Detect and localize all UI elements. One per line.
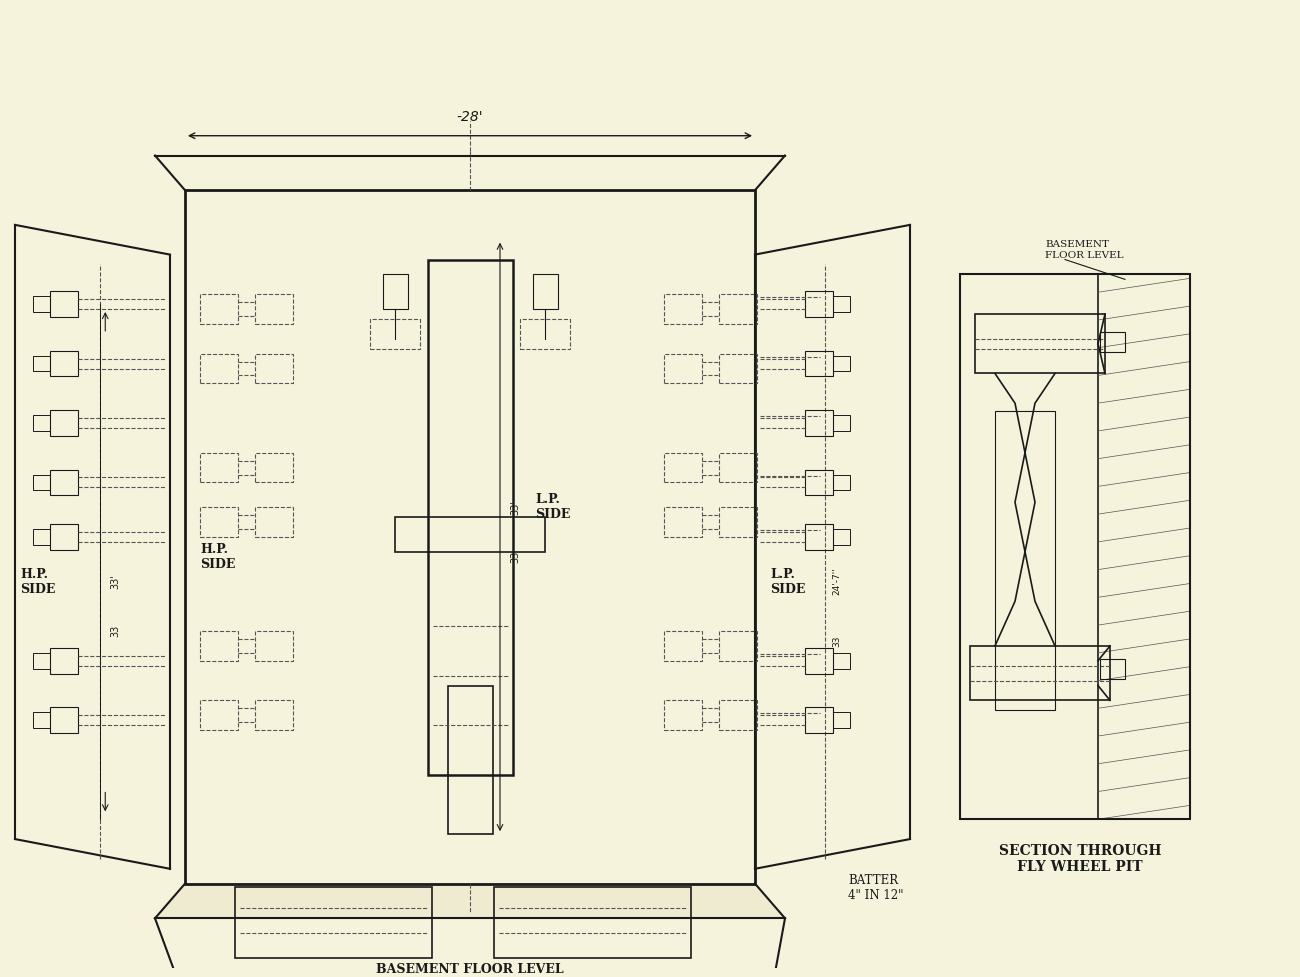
Bar bbox=[664, 631, 702, 660]
Bar bbox=[833, 475, 850, 490]
Bar bbox=[370, 319, 420, 349]
Text: 24'-7'': 24'-7'' bbox=[833, 568, 842, 595]
Text: SECTION THROUGH
FLY WHEEL PIT: SECTION THROUGH FLY WHEEL PIT bbox=[998, 844, 1161, 874]
Bar bbox=[805, 470, 833, 495]
Text: H.P.
SIDE: H.P. SIDE bbox=[200, 543, 235, 571]
Text: L.P.
SIDE: L.P. SIDE bbox=[771, 568, 806, 596]
Text: -28': -28' bbox=[456, 109, 484, 124]
Bar bbox=[664, 294, 702, 324]
Bar bbox=[833, 296, 850, 312]
Bar bbox=[805, 351, 833, 376]
Bar bbox=[833, 415, 850, 431]
Bar bbox=[49, 524, 78, 550]
Bar bbox=[494, 886, 690, 957]
Text: H.P.
SIDE: H.P. SIDE bbox=[20, 568, 56, 596]
Bar bbox=[235, 886, 433, 957]
Bar bbox=[833, 653, 850, 668]
Bar bbox=[805, 707, 833, 733]
Text: BASEMENT
FLOOR LEVEL: BASEMENT FLOOR LEVEL bbox=[1045, 240, 1123, 260]
Bar bbox=[32, 356, 49, 371]
Bar bbox=[719, 701, 757, 730]
Bar bbox=[719, 507, 757, 537]
Bar bbox=[49, 707, 78, 733]
Bar bbox=[32, 712, 49, 728]
Bar bbox=[664, 507, 702, 537]
Bar bbox=[975, 314, 1105, 373]
Bar bbox=[32, 529, 49, 545]
Bar bbox=[447, 686, 493, 834]
Text: L.P.
SIDE: L.P. SIDE bbox=[536, 493, 571, 521]
Bar bbox=[255, 354, 292, 383]
Bar bbox=[833, 356, 850, 371]
Bar bbox=[533, 275, 558, 309]
Bar bbox=[384, 275, 408, 309]
Bar bbox=[805, 291, 833, 317]
Bar bbox=[719, 294, 757, 324]
Bar bbox=[970, 646, 1110, 701]
Bar bbox=[805, 410, 833, 436]
Text: 33: 33 bbox=[111, 625, 121, 637]
Polygon shape bbox=[16, 225, 170, 869]
Bar bbox=[1100, 658, 1124, 679]
Bar bbox=[200, 294, 238, 324]
Bar bbox=[255, 452, 292, 483]
Bar bbox=[200, 631, 238, 660]
Bar bbox=[255, 701, 292, 730]
Bar bbox=[185, 191, 755, 883]
Text: 33: 33 bbox=[833, 635, 842, 647]
Bar bbox=[49, 470, 78, 495]
Bar bbox=[805, 648, 833, 673]
Bar bbox=[520, 319, 569, 349]
Bar bbox=[719, 452, 757, 483]
Bar bbox=[719, 354, 757, 383]
Bar bbox=[255, 631, 292, 660]
Bar bbox=[200, 452, 238, 483]
Bar bbox=[664, 354, 702, 383]
Bar bbox=[200, 701, 238, 730]
Bar bbox=[49, 410, 78, 436]
Bar bbox=[833, 712, 850, 728]
Bar bbox=[32, 296, 49, 312]
Bar bbox=[664, 701, 702, 730]
Text: 33': 33' bbox=[111, 574, 121, 589]
Text: 33': 33' bbox=[510, 500, 520, 515]
Bar bbox=[32, 475, 49, 490]
Polygon shape bbox=[155, 883, 785, 918]
Bar bbox=[32, 653, 49, 668]
Bar bbox=[719, 631, 757, 660]
Text: 33: 33 bbox=[510, 551, 520, 563]
Bar bbox=[833, 529, 850, 545]
Bar bbox=[1100, 332, 1124, 352]
Bar bbox=[959, 275, 1190, 820]
Bar bbox=[32, 415, 49, 431]
Bar bbox=[395, 517, 545, 552]
Polygon shape bbox=[155, 883, 785, 918]
Bar bbox=[664, 452, 702, 483]
Bar bbox=[994, 410, 1056, 710]
Bar bbox=[200, 354, 238, 383]
Bar bbox=[255, 507, 292, 537]
Bar bbox=[428, 260, 512, 775]
Text: BASEMENT FLOOR LEVEL: BASEMENT FLOOR LEVEL bbox=[376, 963, 564, 976]
Bar bbox=[1098, 275, 1190, 820]
Bar bbox=[49, 351, 78, 376]
Bar bbox=[805, 524, 833, 550]
Bar bbox=[200, 507, 238, 537]
Bar bbox=[49, 291, 78, 317]
Bar bbox=[255, 294, 292, 324]
Polygon shape bbox=[155, 155, 785, 191]
Bar bbox=[49, 648, 78, 673]
Text: BATTER
4" IN 12": BATTER 4" IN 12" bbox=[848, 873, 903, 902]
